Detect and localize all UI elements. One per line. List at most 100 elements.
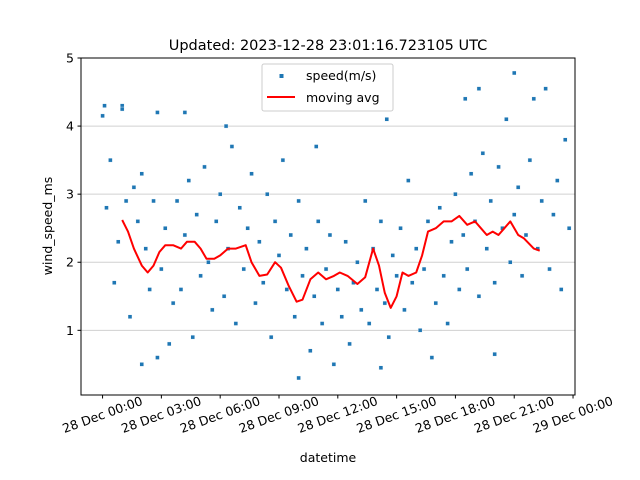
legend-box bbox=[261, 63, 394, 112]
scatter-point bbox=[449, 239, 454, 245]
scatter-point bbox=[221, 294, 227, 299]
scatter-point bbox=[127, 314, 133, 319]
scatter-point bbox=[437, 205, 442, 210]
scatter-point bbox=[257, 239, 262, 245]
scatter-point bbox=[374, 287, 380, 292]
legend-label-speed: speed(m/s) bbox=[306, 68, 376, 83]
scatter-point bbox=[543, 86, 548, 91]
scatter-point bbox=[308, 348, 313, 353]
scatter-point bbox=[551, 212, 556, 217]
scatter-point bbox=[398, 226, 403, 231]
scatter-point bbox=[492, 351, 497, 357]
scatter-point bbox=[323, 266, 329, 272]
scatter-point bbox=[468, 171, 474, 176]
y-tick-label: 3 bbox=[66, 187, 74, 202]
scatter-point bbox=[523, 232, 529, 238]
scatter-point bbox=[402, 307, 407, 313]
scatter-point bbox=[461, 232, 466, 238]
scatter-point bbox=[363, 198, 368, 204]
scatter-point bbox=[327, 232, 333, 238]
plot-frame bbox=[80, 57, 576, 396]
scatter-point bbox=[433, 300, 439, 306]
scatter-point bbox=[531, 96, 537, 102]
scatter-point bbox=[457, 287, 462, 292]
scatter-point bbox=[304, 246, 309, 251]
scatter-point bbox=[566, 226, 572, 231]
scatter-point bbox=[378, 365, 384, 370]
scatter-point bbox=[135, 219, 141, 224]
scatter-point bbox=[182, 110, 188, 115]
scatter-point bbox=[253, 300, 258, 306]
scatter-point bbox=[508, 260, 513, 265]
scatter-point bbox=[245, 226, 250, 231]
legend: speed(m/s) moving avg bbox=[261, 63, 394, 112]
y-tick-label: 4 bbox=[66, 119, 74, 134]
scatter-point bbox=[559, 287, 564, 292]
scatter-point bbox=[223, 123, 229, 129]
scatter-point bbox=[410, 280, 415, 285]
scatter-point bbox=[417, 328, 423, 333]
scatter-point bbox=[312, 294, 317, 299]
scatter-point bbox=[131, 185, 137, 190]
scatter-point bbox=[476, 86, 482, 91]
scatter-point bbox=[384, 117, 390, 122]
scatter-point bbox=[339, 314, 344, 319]
scatter-point bbox=[425, 219, 431, 224]
scatter-point bbox=[355, 260, 360, 265]
scatter-point bbox=[272, 219, 278, 224]
scatter-point bbox=[386, 334, 391, 340]
scatter-point bbox=[539, 198, 544, 204]
scatter-point bbox=[210, 307, 215, 313]
y-tick-label: 2 bbox=[66, 255, 74, 270]
scatter-point bbox=[296, 198, 301, 204]
moving-avg-line bbox=[121, 214, 541, 309]
scatter-point bbox=[555, 178, 560, 183]
scatter-point bbox=[163, 226, 168, 231]
scatter-point bbox=[382, 300, 388, 306]
scatter-point bbox=[155, 355, 160, 360]
scatter-point bbox=[476, 294, 482, 299]
scatter-point bbox=[229, 144, 235, 149]
scatter-point bbox=[296, 375, 301, 381]
scatter-point bbox=[155, 110, 160, 115]
y-tick-label: 5 bbox=[66, 51, 74, 66]
scatter-point bbox=[547, 266, 552, 272]
scatter-point bbox=[112, 280, 117, 285]
scatter-point bbox=[194, 212, 199, 217]
scatter-point bbox=[366, 321, 372, 326]
y-axis-label: wind_speed_ms bbox=[40, 177, 55, 276]
x-axis-label: datetime bbox=[300, 450, 357, 465]
scatter-point bbox=[108, 157, 113, 163]
scatter-point bbox=[280, 157, 286, 163]
scatter-point bbox=[284, 287, 290, 292]
scatter-point bbox=[123, 198, 129, 204]
scatter-point bbox=[139, 362, 144, 367]
scatter-point bbox=[445, 321, 450, 326]
scatter-point bbox=[359, 307, 364, 313]
scatter-point bbox=[527, 157, 533, 163]
scatter-point bbox=[147, 287, 152, 292]
scatter-point bbox=[198, 273, 203, 279]
scatter-point bbox=[268, 334, 274, 340]
scatter-point bbox=[394, 273, 399, 279]
scatter-point bbox=[331, 362, 337, 367]
legend-label-moving-avg: moving avg bbox=[306, 90, 380, 105]
scatter-point bbox=[315, 219, 321, 224]
scatter-point bbox=[233, 321, 239, 326]
scatter-point bbox=[441, 273, 446, 279]
scatter-point bbox=[186, 178, 192, 183]
scatter-point bbox=[143, 246, 148, 251]
scatter-point bbox=[464, 266, 470, 272]
scatter-point bbox=[335, 287, 341, 292]
scatter-point bbox=[488, 198, 493, 204]
legend-marker-speed bbox=[279, 74, 284, 78]
chart-title: Updated: 2023-12-28 23:01:16.723105 UTC bbox=[169, 38, 488, 54]
scatter-point bbox=[319, 321, 325, 326]
scatter-point bbox=[512, 70, 517, 76]
scatter-point bbox=[504, 117, 509, 122]
scatter-point bbox=[119, 106, 125, 112]
scatter-point bbox=[167, 341, 172, 347]
scatter-point bbox=[241, 266, 246, 272]
scatter-point bbox=[562, 137, 568, 142]
